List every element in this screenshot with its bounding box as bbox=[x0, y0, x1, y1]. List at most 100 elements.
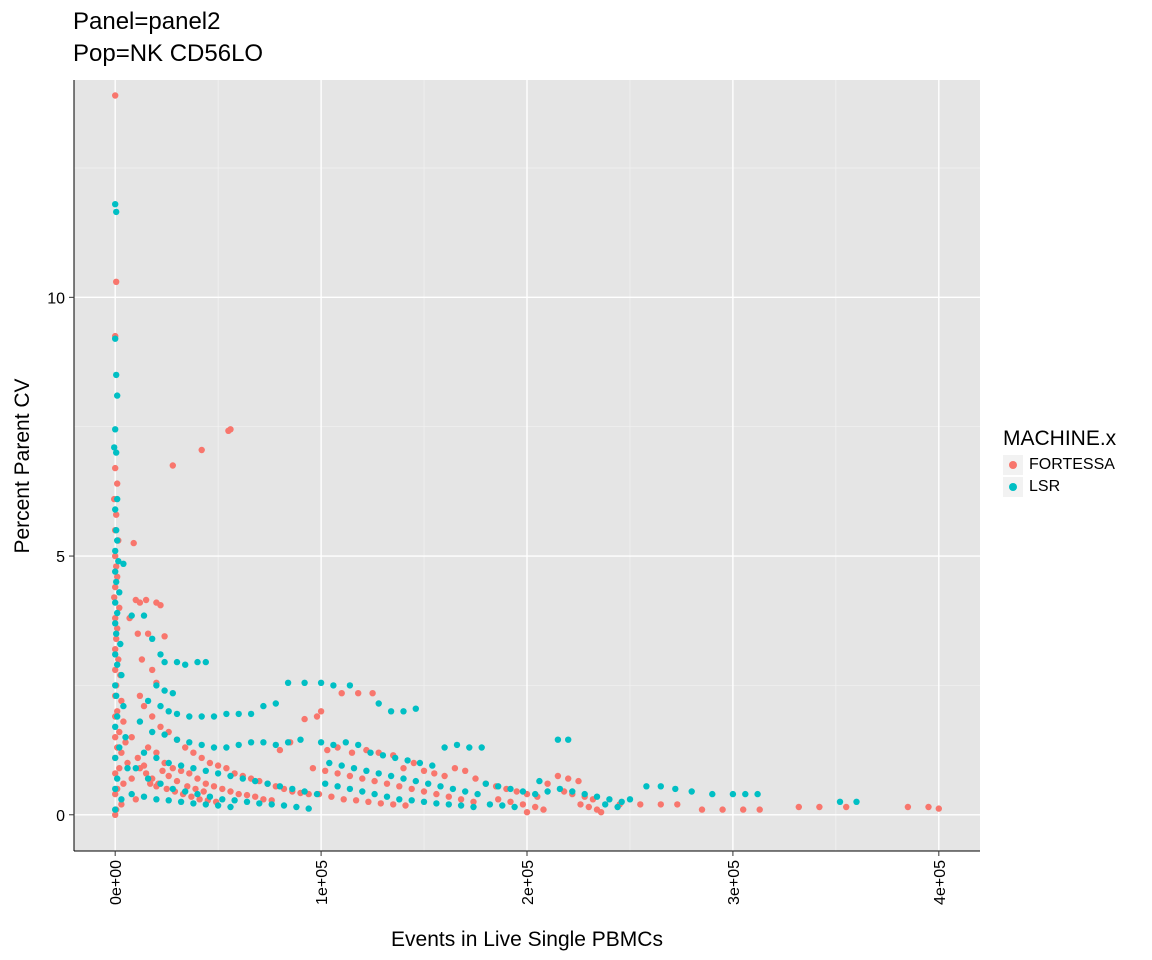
point-lsr bbox=[626, 796, 634, 803]
point-lsr bbox=[239, 775, 246, 782]
point-lsr bbox=[441, 744, 448, 751]
point-lsr bbox=[114, 537, 121, 544]
x-tick-label: 2e+05 bbox=[520, 860, 537, 905]
point-lsr bbox=[223, 710, 230, 718]
point-fortessa bbox=[445, 793, 452, 800]
point-fortessa bbox=[243, 791, 251, 799]
point-lsr bbox=[122, 734, 129, 741]
point-fortessa bbox=[252, 793, 259, 800]
point-fortessa bbox=[198, 754, 205, 762]
point-fortessa bbox=[338, 690, 345, 697]
x-tick-label: 0e+00 bbox=[108, 860, 125, 905]
point-lsr bbox=[114, 495, 121, 503]
y-axis-label: Percent Parent CV bbox=[11, 378, 34, 553]
point-lsr bbox=[363, 767, 370, 774]
point-fortessa bbox=[396, 783, 403, 790]
point-fortessa bbox=[317, 708, 325, 715]
point-fortessa bbox=[565, 775, 572, 782]
point-lsr bbox=[264, 780, 271, 787]
point-lsr bbox=[853, 798, 860, 805]
point-lsr bbox=[346, 682, 354, 689]
point-lsr bbox=[554, 736, 562, 743]
point-lsr bbox=[165, 797, 172, 804]
point-lsr bbox=[115, 558, 122, 565]
legend-label-lsr: LSR bbox=[1029, 478, 1061, 495]
point-lsr bbox=[202, 801, 209, 808]
point-lsr bbox=[161, 687, 168, 694]
point-lsr bbox=[532, 790, 539, 798]
y-axis-ticks: 0 5 10 bbox=[47, 290, 74, 825]
point-lsr bbox=[113, 449, 120, 456]
point-lsr bbox=[709, 790, 716, 798]
legend-title: MACHINE.x bbox=[1003, 427, 1117, 450]
point-lsr bbox=[350, 765, 358, 772]
point-fortessa bbox=[348, 749, 356, 756]
point-fortessa bbox=[157, 602, 164, 609]
point-lsr bbox=[144, 775, 152, 782]
point-lsr bbox=[449, 785, 457, 793]
point-lsr bbox=[334, 783, 341, 790]
point-lsr bbox=[202, 767, 209, 774]
point-lsr bbox=[466, 744, 473, 751]
point-lsr bbox=[116, 589, 123, 596]
point-lsr bbox=[507, 785, 514, 793]
point-lsr bbox=[114, 713, 121, 720]
point-lsr bbox=[114, 609, 121, 617]
point-lsr bbox=[118, 796, 125, 803]
point-fortessa bbox=[513, 788, 520, 795]
point-lsr bbox=[346, 785, 354, 793]
point-fortessa bbox=[138, 656, 146, 663]
point-lsr bbox=[425, 780, 432, 787]
point-lsr bbox=[396, 796, 403, 803]
point-lsr bbox=[153, 682, 160, 689]
point-lsr bbox=[198, 713, 205, 720]
point-fortessa bbox=[585, 803, 592, 811]
point-fortessa bbox=[142, 596, 150, 604]
point-fortessa bbox=[144, 744, 152, 751]
point-lsr bbox=[112, 201, 119, 208]
point-lsr bbox=[140, 749, 148, 756]
point-fortessa bbox=[400, 765, 407, 772]
point-fortessa bbox=[186, 770, 193, 777]
point-lsr bbox=[367, 749, 374, 756]
point-fortessa bbox=[301, 715, 308, 723]
x-axis-ticks: 0e+00 1e+05 2e+05 3e+05 4e+05 bbox=[108, 851, 949, 905]
point-fortessa bbox=[698, 806, 706, 813]
point-lsr bbox=[182, 661, 189, 668]
point-lsr bbox=[214, 802, 222, 809]
point-fortessa bbox=[113, 635, 120, 642]
point-lsr bbox=[219, 796, 226, 803]
point-lsr bbox=[140, 793, 148, 800]
point-lsr bbox=[569, 788, 576, 795]
point-fortessa bbox=[140, 762, 148, 769]
point-fortessa bbox=[124, 759, 131, 767]
point-lsr bbox=[161, 731, 168, 738]
point-lsr bbox=[280, 802, 288, 809]
point-lsr bbox=[120, 560, 127, 567]
legend-key bbox=[1003, 477, 1023, 497]
point-lsr bbox=[202, 658, 209, 666]
point-fortessa bbox=[260, 796, 267, 803]
point-lsr bbox=[289, 785, 296, 793]
point-fortessa bbox=[112, 464, 119, 472]
point-fortessa bbox=[472, 775, 479, 782]
point-fortessa bbox=[122, 739, 129, 746]
point-fortessa bbox=[202, 780, 209, 787]
point-fortessa bbox=[192, 785, 199, 793]
point-fortessa bbox=[169, 765, 176, 772]
point-fortessa bbox=[390, 801, 397, 808]
point-lsr bbox=[379, 752, 387, 759]
point-fortessa bbox=[214, 762, 222, 769]
point-lsr bbox=[157, 780, 164, 787]
point-lsr bbox=[194, 790, 201, 798]
point-lsr bbox=[387, 708, 395, 715]
point-lsr bbox=[602, 801, 609, 808]
point-lsr bbox=[470, 803, 477, 811]
point-fortessa bbox=[113, 563, 120, 570]
point-lsr bbox=[742, 790, 749, 798]
point-lsr bbox=[112, 723, 119, 730]
point-lsr bbox=[412, 777, 419, 785]
point-fortessa bbox=[112, 734, 119, 741]
point-lsr bbox=[593, 793, 601, 800]
point-fortessa bbox=[223, 765, 230, 772]
